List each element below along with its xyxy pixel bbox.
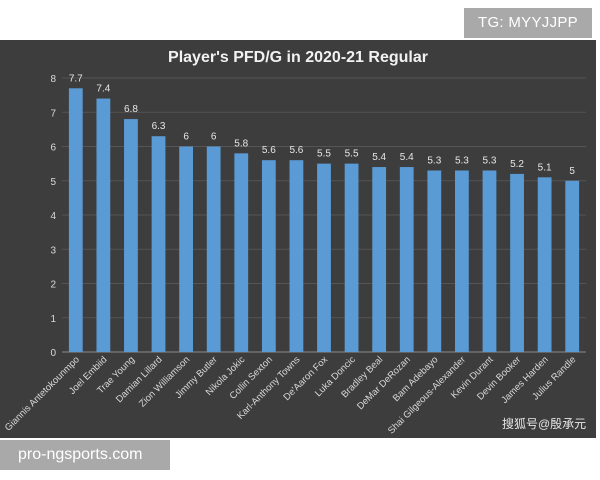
value-labels: 7.7 7.4 6.8 6.3 6 6 5.8 5.6 5.6 5.5 5.5 5.4 5.4 5.3 5.…	[69, 73, 576, 176]
bar	[372, 167, 387, 352]
bar-value-label: 5.3	[483, 155, 497, 166]
bar	[289, 160, 304, 352]
watermark-bottom-left: pro-ngsports.com	[0, 440, 170, 470]
bar	[344, 163, 359, 352]
y-axis-ticks: 0 1 2 3 4 5 6 7 8	[50, 74, 56, 359]
bar-value-label: 5.6	[289, 145, 303, 156]
bar-value-label: 5.5	[345, 149, 359, 160]
x-tick-label: Giannis Antetokounmpo	[3, 354, 82, 433]
bar-value-label: 7.7	[69, 73, 83, 84]
bar	[234, 153, 249, 352]
bar-value-label: 5	[569, 166, 575, 177]
watermark-top-right: TG: MYYJJPP	[464, 8, 592, 38]
bar-value-label: 7.4	[96, 84, 110, 95]
bar	[96, 98, 111, 352]
bar-value-label: 6.8	[124, 104, 138, 115]
bar	[68, 88, 83, 353]
bar	[427, 170, 442, 352]
bar	[206, 146, 221, 352]
watermark-bottom-right: 搜狐号@殷承元	[502, 417, 587, 431]
bar	[151, 136, 166, 352]
bar-value-label: 5.6	[262, 145, 276, 156]
bar	[261, 160, 276, 352]
bar	[124, 119, 138, 352]
bar	[510, 173, 524, 352]
bar-value-label: 5.3	[427, 155, 441, 166]
bar-chart: Player's PFD/G in 2020-21 Regular 0 1 2 3 4 5…	[3, 49, 586, 436]
bar	[537, 177, 552, 352]
y-tick-label: 6	[50, 143, 56, 154]
y-tick-label: 4	[50, 211, 56, 222]
bar-value-label: 5.2	[510, 159, 524, 170]
bar	[482, 170, 497, 352]
chart-title: Player's PFD/G in 2020-21 Regular	[168, 49, 428, 66]
y-tick-label: 5	[50, 177, 56, 188]
bar	[399, 167, 414, 352]
bar-value-label: 5.4	[400, 152, 414, 163]
y-tick-label: 2	[50, 280, 56, 291]
bars	[68, 88, 580, 353]
y-tick-label: 8	[50, 74, 56, 85]
bar-value-label: 5.5	[317, 149, 331, 160]
bar-value-label: 5.8	[234, 138, 248, 149]
bar	[179, 146, 193, 352]
bar-value-label: 6	[211, 132, 217, 143]
y-tick-label: 3	[50, 245, 56, 256]
bar-value-label: 5.3	[455, 155, 469, 166]
bar-value-label: 6.3	[152, 121, 166, 132]
bar	[565, 180, 580, 352]
bar-value-label: 5.4	[372, 152, 386, 163]
bar	[317, 163, 331, 352]
y-tick-label: 7	[50, 108, 56, 119]
bar-value-label: 5.1	[538, 162, 552, 173]
bar	[455, 170, 469, 352]
y-tick-label: 1	[50, 314, 56, 325]
chart-panel: Player's PFD/G in 2020-21 Regular 0 1 2 3 4 5…	[0, 40, 596, 438]
y-tick-label: 0	[50, 348, 56, 359]
bar-value-label: 6	[183, 132, 189, 143]
